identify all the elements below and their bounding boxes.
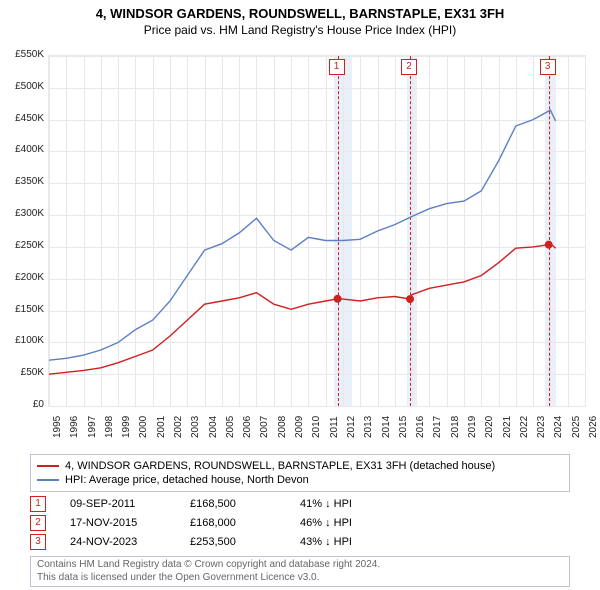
x-axis-label: 2012	[346, 426, 357, 438]
x-axis-label: 2000	[138, 426, 149, 438]
sale-index-box: 1	[30, 496, 46, 512]
footer-attribution: Contains HM Land Registry data © Crown c…	[30, 556, 570, 587]
x-axis-label: 2025	[571, 426, 582, 438]
gridline	[585, 56, 586, 406]
x-axis-label: 2016	[415, 426, 426, 438]
x-axis-label: 2014	[381, 426, 392, 438]
legend-row: HPI: Average price, detached house, Nort…	[37, 473, 563, 487]
x-axis-label: 2011	[329, 426, 340, 438]
x-axis-label: 2008	[277, 426, 288, 438]
x-axis-label: 1999	[121, 426, 132, 438]
y-axis-label: £550K	[0, 49, 44, 60]
x-axis-label: 2004	[208, 426, 219, 438]
footer-line1: Contains HM Land Registry data © Crown c…	[37, 559, 563, 572]
sale-marker-box: 3	[540, 59, 556, 75]
x-axis-label: 2013	[363, 426, 374, 438]
sale-delta: 46% ↓ HPI	[300, 517, 420, 529]
sale-delta: 41% ↓ HPI	[300, 498, 420, 510]
x-axis-label: 2017	[432, 426, 443, 438]
y-axis-label: £50K	[0, 367, 44, 378]
y-axis-label: £100K	[0, 335, 44, 346]
sale-date: 09-SEP-2011	[70, 498, 190, 510]
x-axis-label: 2018	[450, 426, 461, 438]
x-axis-label: 2022	[519, 426, 530, 438]
series-hpi	[49, 110, 556, 360]
chart-subtitle: Price paid vs. HM Land Registry's House …	[0, 21, 600, 37]
legend-label: HPI: Average price, detached house, Nort…	[65, 474, 309, 486]
legend-swatch	[37, 479, 59, 481]
sale-dot	[545, 241, 553, 249]
x-axis-label: 2026	[588, 426, 599, 438]
y-axis-label: £450K	[0, 113, 44, 124]
sale-index-box: 3	[30, 534, 46, 550]
sale-date: 17-NOV-2015	[70, 517, 190, 529]
sale-dot	[334, 295, 342, 303]
sale-row: 1 09-SEP-2011£168,50041% ↓ HPI	[30, 496, 570, 512]
x-axis-label: 2019	[467, 426, 478, 438]
x-axis-label: 2010	[311, 426, 322, 438]
sale-price: £168,500	[190, 498, 300, 510]
x-axis-label: 2006	[242, 426, 253, 438]
x-axis-label: 2021	[502, 426, 513, 438]
y-axis-label: £400K	[0, 144, 44, 155]
x-axis-label: 2020	[484, 426, 495, 438]
legend-box: 4, WINDSOR GARDENS, ROUNDSWELL, BARNSTAP…	[30, 454, 570, 492]
sale-dot	[406, 295, 414, 303]
chart-svg	[49, 56, 585, 406]
x-axis-label: 2015	[398, 426, 409, 438]
y-axis-label: £200K	[0, 272, 44, 283]
sale-price: £253,500	[190, 536, 300, 548]
sale-delta: 43% ↓ HPI	[300, 536, 420, 548]
x-axis-label: 2024	[553, 426, 564, 438]
x-axis-label: 1995	[52, 426, 63, 438]
sale-marker-box: 2	[401, 59, 417, 75]
x-axis-label: 2003	[190, 426, 201, 438]
y-axis-label: £350K	[0, 176, 44, 187]
x-axis-label: 2007	[259, 426, 270, 438]
legend-row: 4, WINDSOR GARDENS, ROUNDSWELL, BARNSTAP…	[37, 459, 563, 473]
sale-price: £168,000	[190, 517, 300, 529]
chart-title: 4, WINDSOR GARDENS, ROUNDSWELL, BARNSTAP…	[0, 0, 600, 21]
legend-label: 4, WINDSOR GARDENS, ROUNDSWELL, BARNSTAP…	[65, 460, 495, 472]
y-axis-label: £300K	[0, 208, 44, 219]
sale-index-box: 2	[30, 515, 46, 531]
x-axis-label: 2002	[173, 426, 184, 438]
legend-swatch	[37, 465, 59, 467]
sale-row: 2 17-NOV-2015£168,00046% ↓ HPI	[30, 515, 570, 531]
x-axis-label: 1996	[69, 426, 80, 438]
x-axis-label: 1998	[104, 426, 115, 438]
chart-plot-area	[48, 55, 586, 407]
x-axis-label: 1997	[87, 426, 98, 438]
footer-line2: This data is licensed under the Open Gov…	[37, 572, 563, 585]
x-axis-label: 2009	[294, 426, 305, 438]
y-axis-label: £500K	[0, 81, 44, 92]
y-axis-label: £250K	[0, 240, 44, 251]
sale-marker-box: 1	[329, 59, 345, 75]
y-axis-label: £150K	[0, 304, 44, 315]
series-price_paid	[49, 244, 556, 375]
x-axis-label: 2001	[156, 426, 167, 438]
x-axis-label: 2005	[225, 426, 236, 438]
sale-row: 3 24-NOV-2023£253,50043% ↓ HPI	[30, 534, 570, 550]
gridline	[49, 406, 585, 407]
x-axis-label: 2023	[536, 426, 547, 438]
sale-date: 24-NOV-2023	[70, 536, 190, 548]
y-axis-label: £0	[0, 399, 44, 410]
